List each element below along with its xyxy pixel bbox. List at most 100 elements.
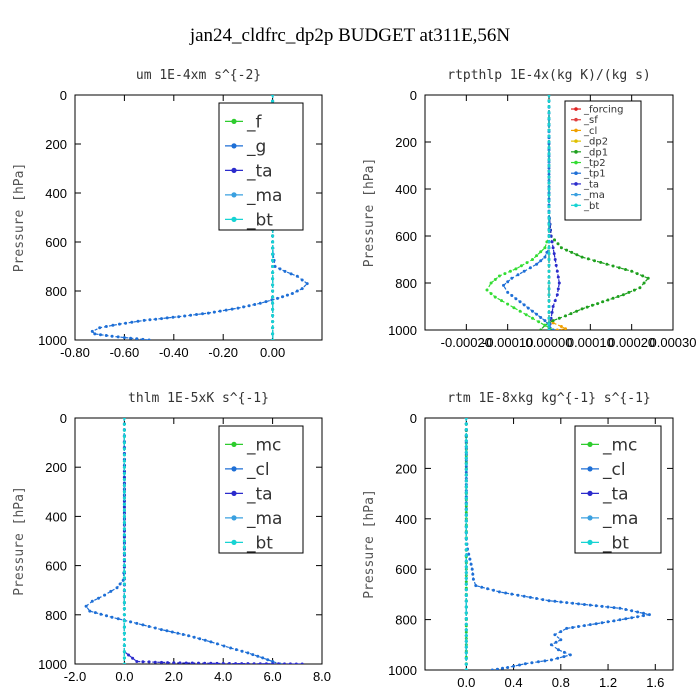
- series-point: [115, 586, 119, 590]
- legend-box: [564, 100, 642, 221]
- series-point: [122, 336, 126, 340]
- series-point: [122, 637, 126, 641]
- series-point: [271, 662, 275, 664]
- series-layer: [84, 418, 304, 664]
- series-point: [122, 601, 126, 604]
- series-point: [124, 321, 128, 325]
- x-tick-label: -2.0: [64, 669, 86, 684]
- series-point: [551, 328, 555, 330]
- plot-frame: [74, 94, 323, 341]
- series-point: [464, 536, 468, 540]
- series-point: [624, 617, 628, 621]
- series-point: [510, 276, 514, 280]
- series-point: [122, 539, 126, 543]
- series-point: [480, 585, 484, 589]
- legend-marker: [231, 192, 237, 198]
- series-point: [135, 621, 139, 625]
- series-point: [547, 328, 551, 330]
- series-point: [547, 175, 551, 179]
- chart-title: um 1E-4xm s^{-2}: [136, 68, 261, 83]
- series-point: [148, 318, 152, 322]
- series-point: [218, 309, 222, 313]
- x-tick-label: -0.80: [60, 345, 90, 360]
- legend-marker: [231, 118, 237, 124]
- series-point: [198, 637, 202, 641]
- series-point: [549, 643, 553, 647]
- series-point: [611, 296, 615, 300]
- series-point: [271, 295, 275, 299]
- series-point: [464, 519, 468, 523]
- series-point: [630, 616, 634, 620]
- figure-title: jan24_cldfrc_dp2p BUDGET at311E,56N: [189, 25, 511, 46]
- series-point: [464, 513, 468, 517]
- series-point: [165, 316, 169, 320]
- series-point: [165, 629, 169, 633]
- legend-marker: [587, 515, 593, 521]
- series-point: [464, 531, 468, 534]
- series-point: [638, 286, 642, 290]
- chart-panel-3: thlm 1E-5xK s^{-1} Pressure [hPa] 0 200 400 6…: [12, 391, 331, 684]
- series-point: [547, 166, 551, 170]
- series-point: [215, 642, 219, 646]
- series-point: [116, 617, 120, 621]
- series-point: [467, 552, 471, 556]
- legend-marker: [574, 171, 578, 176]
- x-tick-label: 0.8: [552, 675, 570, 690]
- series-point: [159, 628, 163, 632]
- series-point: [518, 300, 522, 304]
- series-point: [122, 535, 126, 539]
- series-point: [537, 320, 541, 324]
- series-point: [464, 571, 468, 575]
- series-point: [122, 484, 126, 488]
- series-point: [543, 323, 547, 327]
- series-point: [535, 597, 539, 600]
- series-point: [122, 500, 126, 503]
- series-point: [642, 281, 646, 285]
- series-point: [464, 485, 468, 489]
- series-point: [526, 306, 530, 310]
- series-point: [547, 222, 551, 226]
- series-point: [636, 615, 640, 619]
- series-point: [122, 428, 126, 432]
- series-point: [271, 258, 275, 262]
- series-point: [271, 252, 275, 256]
- series-point: [464, 594, 468, 597]
- legend-label-ta: _ta: [246, 161, 273, 181]
- series-point: [621, 293, 625, 297]
- legend-marker: [574, 117, 578, 122]
- series-point: [590, 303, 594, 307]
- series-point: [129, 620, 133, 624]
- series-point: [99, 612, 103, 616]
- series-point: [122, 576, 126, 580]
- series-point: [518, 309, 522, 313]
- series-point: [547, 599, 551, 603]
- series-point: [266, 658, 270, 662]
- series-point: [104, 334, 108, 337]
- series-point: [118, 582, 122, 586]
- legend-label-cl: _cl: [583, 126, 597, 137]
- x-tick-label: 0.00020: [608, 335, 655, 350]
- series-point: [464, 588, 468, 592]
- series-point: [142, 318, 146, 322]
- series-point: [588, 603, 592, 607]
- series-point: [559, 630, 563, 634]
- series-point: [470, 567, 474, 571]
- legend-label-f: _f: [246, 112, 263, 132]
- series-point: [464, 582, 468, 586]
- series-point: [624, 608, 628, 611]
- series-point: [242, 305, 246, 309]
- series-point: [547, 99, 551, 103]
- series-point: [209, 640, 213, 644]
- series-point: [464, 622, 468, 626]
- series-point: [122, 619, 126, 623]
- x-tick-label: -0.00010: [482, 335, 533, 350]
- series-point: [197, 661, 200, 664]
- legend-label-dp2: _dp2: [583, 137, 608, 148]
- legend-label-forcing: _forcing: [583, 105, 624, 116]
- series-point: [547, 172, 551, 176]
- series-point: [547, 281, 551, 285]
- series-point: [271, 301, 275, 305]
- series-point: [464, 580, 468, 584]
- y-axis-label: Pressure [hPa]: [12, 163, 27, 273]
- series-point: [464, 473, 468, 477]
